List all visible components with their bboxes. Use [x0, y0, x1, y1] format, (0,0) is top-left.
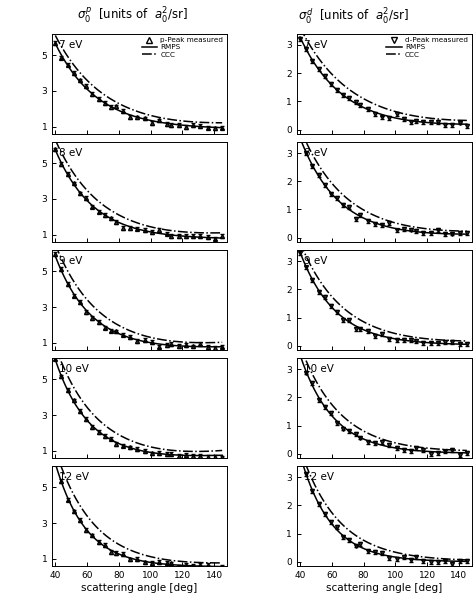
X-axis label: scattering angle [deg]: scattering angle [deg]	[82, 583, 198, 593]
Legend: p-Peak measured, RMPS, CCC: p-Peak measured, RMPS, CCC	[140, 36, 225, 59]
Text: 7 eV: 7 eV	[59, 40, 82, 50]
X-axis label: scattering angle [deg]: scattering angle [deg]	[326, 583, 442, 593]
Text: $\sigma_0^p$  [units of  $a_0^2$/sr]: $\sigma_0^p$ [units of $a_0^2$/sr]	[77, 6, 188, 26]
Text: 9 eV: 9 eV	[304, 256, 327, 266]
Text: 8 eV: 8 eV	[59, 147, 82, 158]
Text: 12 eV: 12 eV	[59, 472, 89, 482]
Text: 7 eV: 7 eV	[304, 40, 327, 50]
Text: 8 eV: 8 eV	[304, 147, 327, 158]
Legend: d-Peak measured, RMPS, CCC: d-Peak measured, RMPS, CCC	[385, 36, 469, 59]
Text: 12 eV: 12 eV	[304, 472, 334, 482]
Text: $\sigma_0^d$  [units of  $a_0^2$/sr]: $\sigma_0^d$ [units of $a_0^2$/sr]	[298, 6, 409, 26]
Text: 10 eV: 10 eV	[59, 364, 89, 374]
Text: 9 eV: 9 eV	[59, 256, 82, 266]
Text: 10 eV: 10 eV	[304, 364, 334, 374]
